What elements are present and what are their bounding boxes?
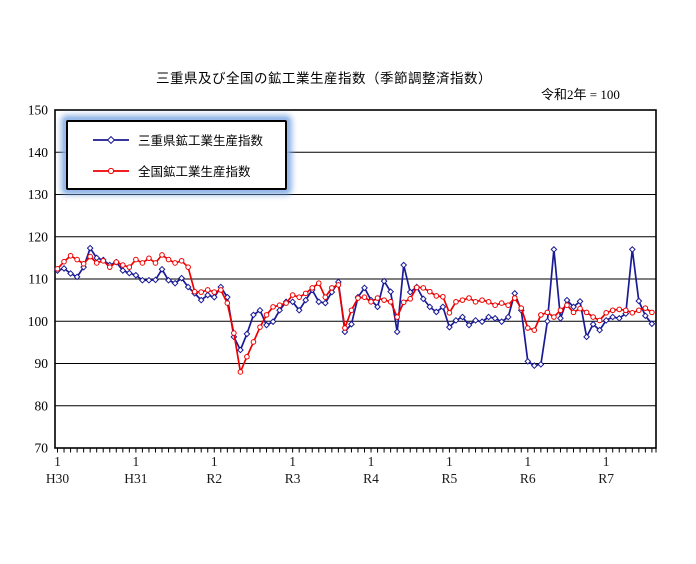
legend-label-mie: 三重県鉱工業生産指数 <box>138 134 264 148</box>
gridlines <box>55 151 656 407</box>
national-series-markers <box>54 252 655 375</box>
x-year-label: R3 <box>285 471 301 486</box>
x-axis-labels: 1 H30 1 H31 1 R2 1 R3 1 R4 1 R5 1 R6 1 R7 <box>46 454 614 486</box>
y-tick-label: 70 <box>35 441 49 456</box>
x-month-label: 1 <box>524 454 531 469</box>
national-series <box>54 252 655 375</box>
base-year-note: 令和2年 = 100 <box>541 87 620 102</box>
y-tick-label: 140 <box>28 145 49 160</box>
legend-item-national: 全国鉱工業生産指数 <box>92 156 285 186</box>
legend: 三重県鉱工業生産指数 全国鉱工業生産指数 <box>66 120 287 190</box>
chart-title: 三重県及び全国の鉱工業生産指数（季節調整済指数） <box>156 71 492 86</box>
x-year-label: R5 <box>442 471 458 486</box>
y-tick-label: 150 <box>28 103 49 118</box>
y-tick-label: 110 <box>28 272 48 287</box>
legend-item-mie: 三重県鉱工業生産指数 <box>92 125 285 155</box>
x-year-label: R4 <box>363 471 379 486</box>
legend-label-national: 全国鉱工業生産指数 <box>138 165 251 179</box>
y-tick-label: 120 <box>28 229 49 244</box>
x-year-label: R6 <box>520 471 536 486</box>
x-month-ticks <box>57 448 657 453</box>
y-axis-labels: 70 80 90 100 110 120 130 140 150 <box>28 103 49 456</box>
x-month-label: 1 <box>289 454 296 469</box>
x-year-label: R2 <box>206 471 222 486</box>
national-line-marker-icon <box>93 167 129 174</box>
x-month-label: 1 <box>211 454 218 469</box>
x-month-label: 1 <box>54 454 61 469</box>
x-month-label: 1 <box>368 454 375 469</box>
y-tick-label: 80 <box>35 398 49 413</box>
x-year-label: H30 <box>46 471 69 486</box>
x-month-label: 1 <box>133 454 140 469</box>
x-year-label: H31 <box>124 471 147 486</box>
x-year-label: R7 <box>598 471 614 486</box>
plot-border <box>54 109 657 449</box>
y-tick-label: 130 <box>28 187 49 202</box>
y-tick-label: 100 <box>28 314 49 329</box>
x-month-label: 1 <box>603 454 610 469</box>
mie-line-marker-icon <box>93 135 129 144</box>
x-month-label: 1 <box>446 454 453 469</box>
mie-series-line <box>57 247 653 367</box>
y-tick-label: 90 <box>35 356 49 371</box>
